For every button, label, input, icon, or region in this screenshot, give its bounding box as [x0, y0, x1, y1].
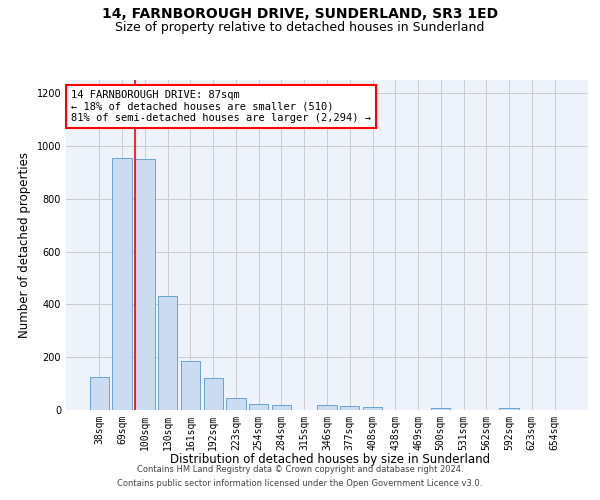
Bar — [181, 361, 200, 410]
Text: Size of property relative to detached houses in Sunderland: Size of property relative to detached ho… — [115, 21, 485, 34]
Text: 14 FARNBOROUGH DRIVE: 87sqm
← 18% of detached houses are smaller (510)
81% of se: 14 FARNBOROUGH DRIVE: 87sqm ← 18% of det… — [71, 90, 371, 123]
Bar — [340, 406, 359, 410]
Bar — [272, 404, 291, 410]
Bar — [249, 404, 268, 410]
Bar — [158, 296, 178, 410]
Bar — [226, 398, 245, 410]
Bar — [317, 405, 337, 410]
Bar — [431, 408, 451, 410]
Y-axis label: Number of detached properties: Number of detached properties — [18, 152, 31, 338]
Bar — [90, 377, 109, 410]
Text: 14, FARNBOROUGH DRIVE, SUNDERLAND, SR3 1ED: 14, FARNBOROUGH DRIVE, SUNDERLAND, SR3 1… — [102, 8, 498, 22]
Bar — [203, 378, 223, 410]
Text: Contains HM Land Registry data © Crown copyright and database right 2024.
Contai: Contains HM Land Registry data © Crown c… — [118, 466, 482, 487]
Bar — [112, 158, 132, 410]
Text: Distribution of detached houses by size in Sunderland: Distribution of detached houses by size … — [170, 452, 490, 466]
Bar — [135, 159, 155, 410]
Bar — [499, 408, 519, 410]
Bar — [363, 408, 382, 410]
